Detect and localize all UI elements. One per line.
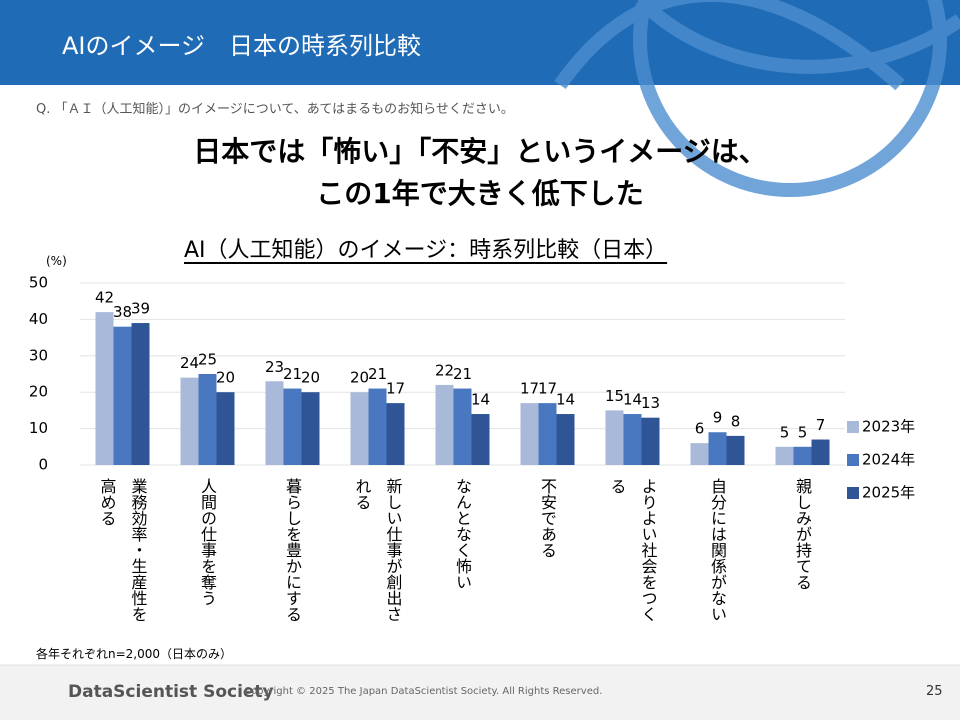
headline: 日本では「怖い」「不安」というイメージは、 [193,135,767,168]
footer-logo: DataScientist Society [68,682,274,702]
bar [471,414,490,465]
bar [198,374,217,465]
legend-label: 2025年 [862,484,915,502]
value-label: 7 [816,416,826,434]
bar [520,403,539,465]
header-title: AIのイメージ 日本の時系列比較 [62,32,422,60]
value-label: 9 [713,409,723,427]
bar [350,392,369,465]
bar [793,446,812,465]
value-label: 14 [556,391,575,409]
bar [453,388,472,465]
value-label: 25 [198,351,217,369]
bar [283,388,302,465]
value-label: 8 [731,412,741,430]
y-tick-label: 0 [38,456,48,474]
x-tick-label: なんとなく怖い [453,478,472,590]
bar [435,384,454,465]
y-tick-label: 20 [29,383,48,401]
value-label: 6 [695,420,705,438]
note: 各年それぞれn=2,000（日本のみ） [36,647,233,661]
question: Q. 「ＡＩ（人工知能）」のイメージについて、あてはまるものお知らせください。 [36,102,514,117]
value-label: 24 [180,354,199,372]
page-number: 25 [926,684,943,699]
bar [775,446,794,465]
bar [368,388,387,465]
bar [113,326,132,465]
bar [641,417,660,465]
value-label: 17 [520,380,539,398]
value-label: 39 [131,300,150,318]
value-label: 5 [780,423,790,441]
x-tick-label: 不安である [538,478,557,558]
y-tick-label: 50 [29,274,48,292]
bar [180,377,199,465]
bar [131,323,150,465]
value-label: 21 [453,365,472,383]
x-tick-label: 業務効率・生産性を高める [97,478,148,622]
x-tick-label: 新しい仕事が創出される [352,478,403,622]
legend-label: 2024年 [862,451,915,469]
value-label: 20 [301,369,320,387]
footer-bar [0,665,960,720]
value-label: 21 [283,365,302,383]
header-decoration [554,0,960,197]
legend-swatch [847,421,859,433]
x-tick-label: 自分には関係がない [708,478,727,622]
y-axis-label: (%) [46,254,67,268]
value-label: 20 [350,369,369,387]
x-tick-label: 人間の仕事を奪う [198,478,217,606]
y-tick-label: 10 [29,419,48,437]
value-label: 21 [368,365,387,383]
legend-swatch [847,454,859,466]
bar [726,435,745,465]
y-tick-label: 40 [29,310,48,328]
bar [623,414,642,465]
value-label: 38 [113,303,132,321]
value-label: 22 [435,361,454,379]
bar [690,443,709,465]
value-label: 42 [95,289,114,307]
footer-copyright: Copyright © 2025 The Japan DataScientist… [244,686,603,697]
bar [556,414,575,465]
legend-swatch [847,487,859,499]
bar [605,410,624,465]
value-label: 15 [605,387,624,405]
value-label: 5 [798,423,808,441]
chart-title: AI（人工知能）のイメージ：時系列比較（日本） [184,238,668,263]
x-tick-label: 親しみが持てる [793,478,812,590]
value-label: 17 [386,380,405,398]
bar [708,432,727,465]
headline: この1年で大きく低下した [316,177,644,210]
bar [301,392,320,465]
value-label: 13 [641,394,660,412]
bar [386,403,405,465]
x-tick-label: 暮らしを豊かにする [283,478,302,622]
value-label: 14 [623,391,642,409]
value-label: 17 [538,380,557,398]
bar [216,392,235,465]
value-label: 14 [471,391,490,409]
x-tick-label: よりよい社会をつくる [607,478,658,622]
y-tick-label: 30 [29,346,48,364]
bar [265,381,284,465]
legend-label: 2023年 [862,418,915,436]
bar [538,403,557,465]
value-label: 23 [265,358,284,376]
value-label: 20 [216,369,235,387]
bar [811,439,830,465]
bar [95,312,114,465]
